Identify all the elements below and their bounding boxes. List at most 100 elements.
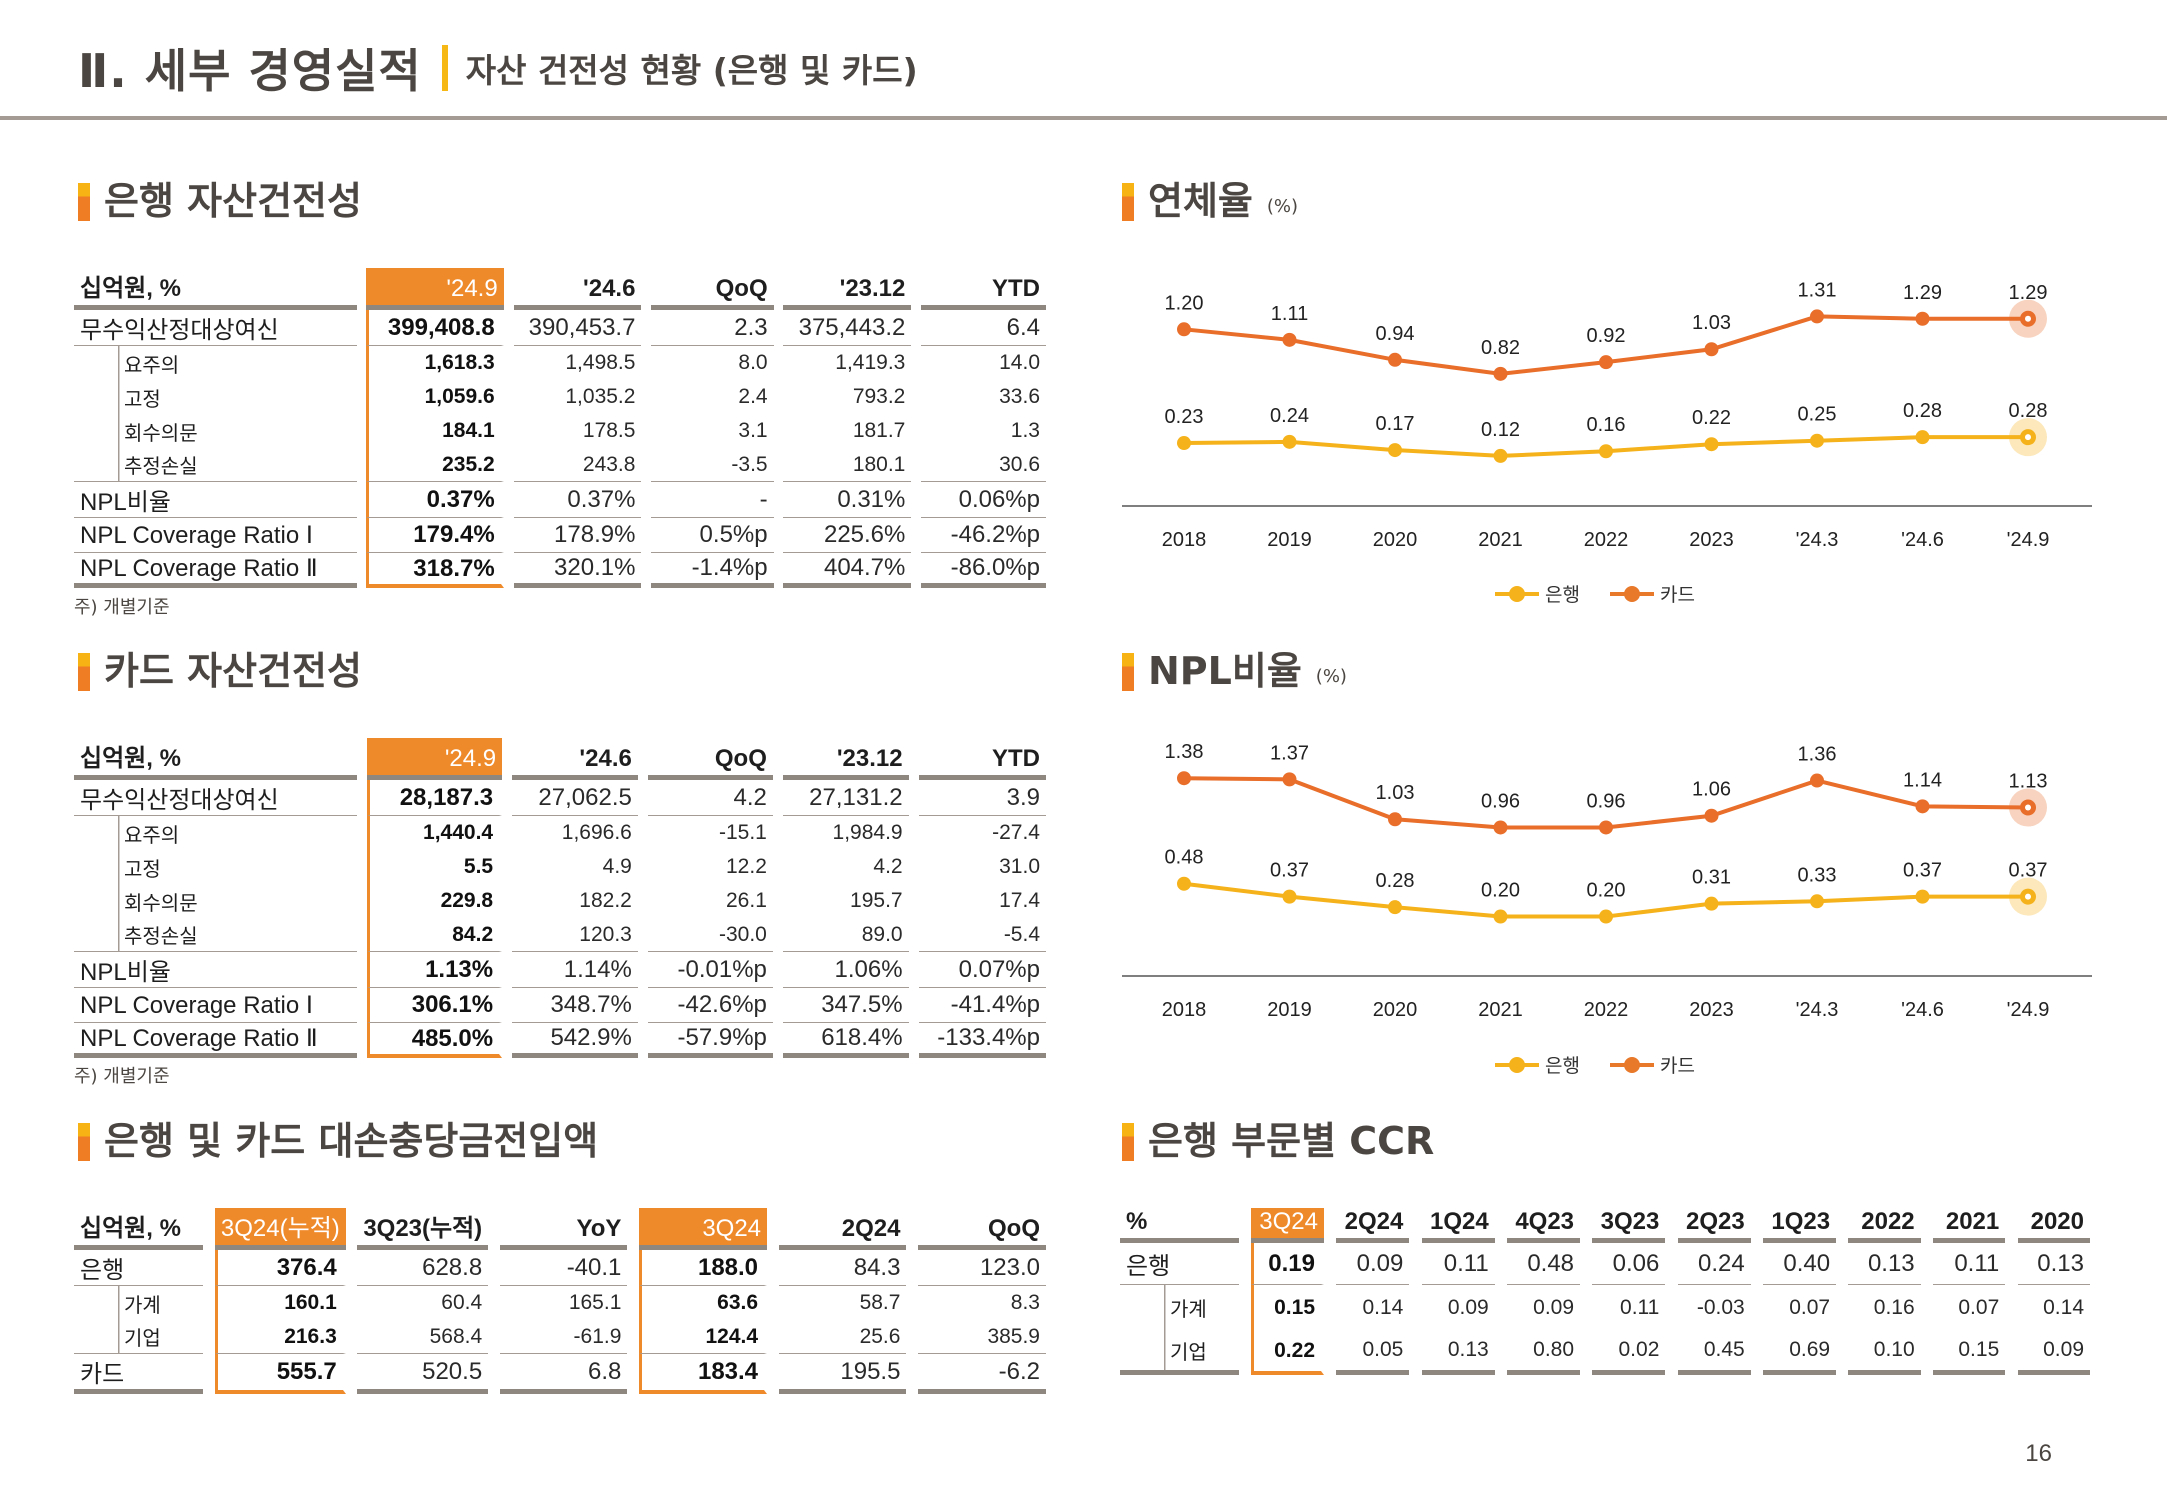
column-gap bbox=[1921, 1243, 1933, 1285]
column-gap bbox=[773, 738, 783, 780]
column-header: 1Q24 bbox=[1421, 1208, 1495, 1243]
column-gap bbox=[502, 816, 512, 850]
data-label: 1.29 bbox=[1903, 282, 1942, 304]
column-gap bbox=[2005, 1208, 2017, 1243]
column-gap bbox=[357, 952, 367, 988]
column-header: '23.12 bbox=[783, 268, 912, 310]
cell-value: 385.9 bbox=[918, 1320, 1046, 1354]
row-label: 가계 bbox=[74, 1286, 204, 1320]
cell-value: 404.7% bbox=[783, 553, 912, 588]
column-gap bbox=[641, 346, 651, 380]
column-gap bbox=[911, 448, 921, 482]
section-marker-icon bbox=[1122, 1123, 1134, 1161]
column-header: 2Q24 bbox=[778, 1208, 907, 1250]
column-gap bbox=[774, 380, 784, 414]
data-point bbox=[1177, 436, 1191, 451]
data-point bbox=[1388, 443, 1402, 458]
column-gap bbox=[1751, 1285, 1763, 1330]
column-gap bbox=[502, 918, 512, 952]
x-tick-label: 2018 bbox=[1162, 529, 1207, 551]
cell-value: 0.09 bbox=[1336, 1243, 1410, 1285]
cell-value: -133.4%p bbox=[918, 1023, 1046, 1058]
row-label: 가계 bbox=[1120, 1285, 1239, 1330]
column-gap bbox=[2005, 1285, 2017, 1330]
section-heading: 은행 자산건전성 bbox=[104, 179, 362, 223]
column-gap bbox=[909, 738, 919, 780]
x-tick-label: '24.9 bbox=[2007, 999, 2050, 1021]
column-gap bbox=[1409, 1285, 1421, 1330]
column-gap bbox=[488, 1286, 500, 1320]
npl-legend: 은행 카드 bbox=[1495, 1051, 1695, 1078]
column-gap bbox=[774, 346, 784, 380]
column-gap bbox=[488, 1354, 500, 1394]
page-number: 16 bbox=[2025, 1440, 2052, 1467]
column-gap bbox=[1580, 1330, 1592, 1375]
data-label: 0.94 bbox=[1376, 323, 1415, 345]
cell-value: 520.5 bbox=[357, 1354, 489, 1394]
legend-bank-icon bbox=[1495, 585, 1539, 602]
column-gap bbox=[906, 1250, 918, 1286]
delinquency-chart: 2018 2019 2020 2021 2022 2023 '24.3 '24.6 '24.9 0… bbox=[1122, 279, 2092, 551]
table-row: 추정손실 84.2 120.3 -30.0 89.0 -5.4 bbox=[74, 918, 1046, 952]
column-gap bbox=[641, 414, 651, 448]
column-header: QoQ bbox=[651, 268, 774, 310]
cell-value: 27,062.5 bbox=[512, 780, 638, 816]
column-gap bbox=[773, 988, 783, 1023]
section-marker-icon bbox=[78, 653, 90, 691]
cell-value: 618.4% bbox=[782, 1023, 909, 1058]
column-header: '24.9 bbox=[366, 268, 504, 310]
unit-header: 십억원, % bbox=[74, 1208, 204, 1250]
data-label: 1.13 bbox=[2009, 771, 2048, 793]
cell-value: 5.5 bbox=[367, 850, 502, 884]
column-gap bbox=[909, 988, 919, 1023]
data-point bbox=[1599, 820, 1613, 835]
column-header: '24.6 bbox=[513, 268, 642, 310]
cell-value: 0.02 bbox=[1592, 1330, 1666, 1375]
column-gap bbox=[641, 268, 651, 310]
cell-value: 555.7 bbox=[214, 1354, 346, 1394]
cell-value: -3.5 bbox=[651, 448, 774, 482]
column-gap bbox=[504, 553, 514, 588]
data-label: 0.37 bbox=[2009, 860, 2048, 882]
cell-value: 1,696.6 bbox=[561, 821, 632, 844]
cell-value: - bbox=[651, 482, 774, 518]
table-row: 고정 1,059.6 1,035.2 2.4 793.2 33.6 bbox=[74, 380, 1046, 414]
data-label: 0.20 bbox=[1481, 880, 1520, 902]
data-point bbox=[1493, 820, 1508, 835]
cell-value: 1,618.3 bbox=[366, 346, 503, 380]
data-point bbox=[1810, 773, 1824, 788]
x-tick-label: 2021 bbox=[1478, 529, 1523, 551]
column-header: 2Q23 bbox=[1677, 1208, 1751, 1243]
header-divider bbox=[0, 116, 2167, 120]
cell-value: 195.7 bbox=[850, 889, 903, 912]
table-header-row: % 3Q24 2Q24 1Q24 4Q23 3Q23 2Q23 1Q23 2022 2021 202… bbox=[1120, 1208, 2090, 1243]
delinquency-legend: 은행 카드 bbox=[1495, 580, 1695, 607]
column-gap bbox=[1836, 1330, 1848, 1375]
column-gap bbox=[906, 1320, 918, 1354]
column-gap bbox=[767, 1286, 779, 1320]
cell-value: 0.40 bbox=[1763, 1243, 1837, 1285]
card-asset-quality-table: 십억원, % '24.9'24.6 QoQ '23.12 YTD 무수익산정대상여신 28,… bbox=[74, 738, 1046, 1058]
column-gap bbox=[1921, 1285, 1933, 1330]
data-label: 1.29 bbox=[2009, 282, 2048, 304]
cell-value: 160.1 bbox=[214, 1286, 346, 1320]
column-gap bbox=[504, 310, 514, 346]
column-gap bbox=[1665, 1330, 1677, 1375]
cell-value: 0.13 bbox=[2017, 1243, 2090, 1285]
column-gap bbox=[627, 1286, 639, 1320]
cell-value: 320.1% bbox=[513, 553, 642, 588]
column-gap bbox=[638, 988, 648, 1023]
cell-value: 0.09 bbox=[1533, 1295, 1575, 1319]
cell-value: 0.80 bbox=[1507, 1330, 1581, 1375]
cell-value: 124.4 bbox=[638, 1320, 768, 1354]
page-title: Ⅱ. 세부 경영실적 bbox=[78, 44, 422, 98]
cell-value: 243.8 bbox=[513, 448, 642, 482]
cell-value: 8.3 bbox=[1010, 1291, 1040, 1314]
table-header-row: 십억원, % '24.9'24.6 QoQ '23.12 YTD bbox=[74, 268, 1046, 310]
column-gap bbox=[1324, 1208, 1336, 1243]
data-point bbox=[1177, 771, 1191, 786]
x-tick-label: '24.6 bbox=[1901, 529, 1944, 551]
column-gap bbox=[774, 482, 784, 518]
column-gap bbox=[774, 448, 784, 482]
column-gap bbox=[488, 1250, 500, 1286]
